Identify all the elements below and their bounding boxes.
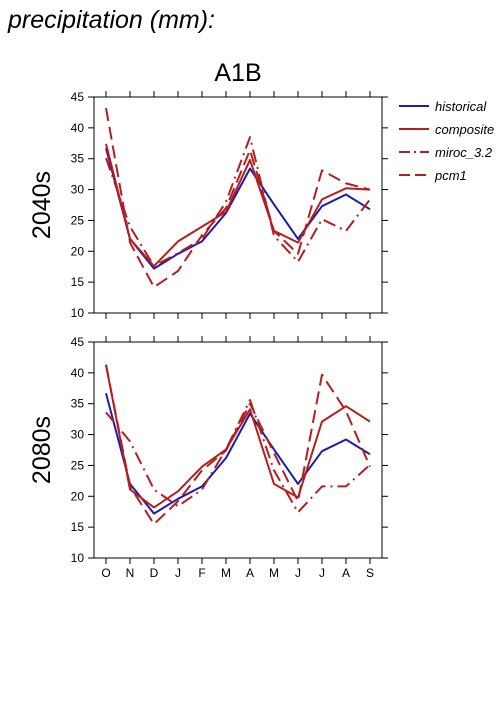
y-tick-label: 35 <box>71 152 85 166</box>
plot-frame <box>93 96 383 314</box>
y-tick-label: 35 <box>71 397 85 411</box>
x-tick-label: S <box>366 566 374 580</box>
panel-label: 2040s <box>28 171 56 239</box>
series-line-composite <box>105 143 371 268</box>
x-tick-label: A <box>246 566 254 580</box>
legend-label: pcm1 <box>434 168 467 183</box>
y-tick-label: 10 <box>71 551 85 565</box>
y-tick-label: 15 <box>71 520 85 534</box>
chart-panel-2080s: 10 15 20 25 30 35 40 45 O N D J F M A M J J A S 2080s <box>28 335 388 580</box>
panel-label: 2080s <box>28 416 56 484</box>
y-tick-label: 30 <box>71 183 85 197</box>
x-tick-label: N <box>126 566 135 580</box>
legend: historical composite miroc_3.2 pcm1 <box>399 99 494 183</box>
series-line-miroc_3.2 <box>105 136 371 268</box>
series-line-historical <box>105 392 371 515</box>
y-tick-label: 45 <box>71 335 85 349</box>
x-tick-label: M <box>221 566 231 580</box>
y-tick-label: 10 <box>71 306 85 320</box>
y-tick-label: 40 <box>71 366 85 380</box>
page-title: precipitation (mm): <box>8 6 215 34</box>
series-line-composite <box>105 364 371 509</box>
plot-frame <box>93 341 383 559</box>
x-tick-label: J <box>175 566 181 580</box>
series-line-miroc_3.2 <box>105 399 371 514</box>
x-tick-label: O <box>101 566 110 580</box>
y-tick-label: 15 <box>71 275 85 289</box>
y-tick-label: 20 <box>71 489 85 503</box>
x-tick-label: M <box>269 566 279 580</box>
y-tick-label: 20 <box>71 244 85 258</box>
y-tick-label: 40 <box>71 121 85 135</box>
y-tick-label: 25 <box>71 458 85 472</box>
series-line-pcm1 <box>105 107 371 289</box>
legend-label: composite <box>435 122 494 137</box>
legend-label: historical <box>435 99 487 114</box>
y-tick-label: 30 <box>71 428 85 442</box>
legend-label: miroc_3.2 <box>435 145 493 160</box>
chart-panel-2040s: 10 15 20 25 30 35 40 45 2040s <box>28 90 388 320</box>
series-line-historical <box>105 147 371 270</box>
scenario-title: A1B <box>214 59 261 87</box>
y-tick-label: 25 <box>71 213 85 227</box>
y-tick-label: 45 <box>71 90 85 104</box>
series-line-pcm1 <box>105 364 371 526</box>
x-tick-label: A <box>342 566 350 580</box>
x-tick-label: J <box>319 566 325 580</box>
x-tick-label: J <box>295 566 301 580</box>
x-tick-label: D <box>150 566 159 580</box>
x-tick-label: F <box>198 566 205 580</box>
